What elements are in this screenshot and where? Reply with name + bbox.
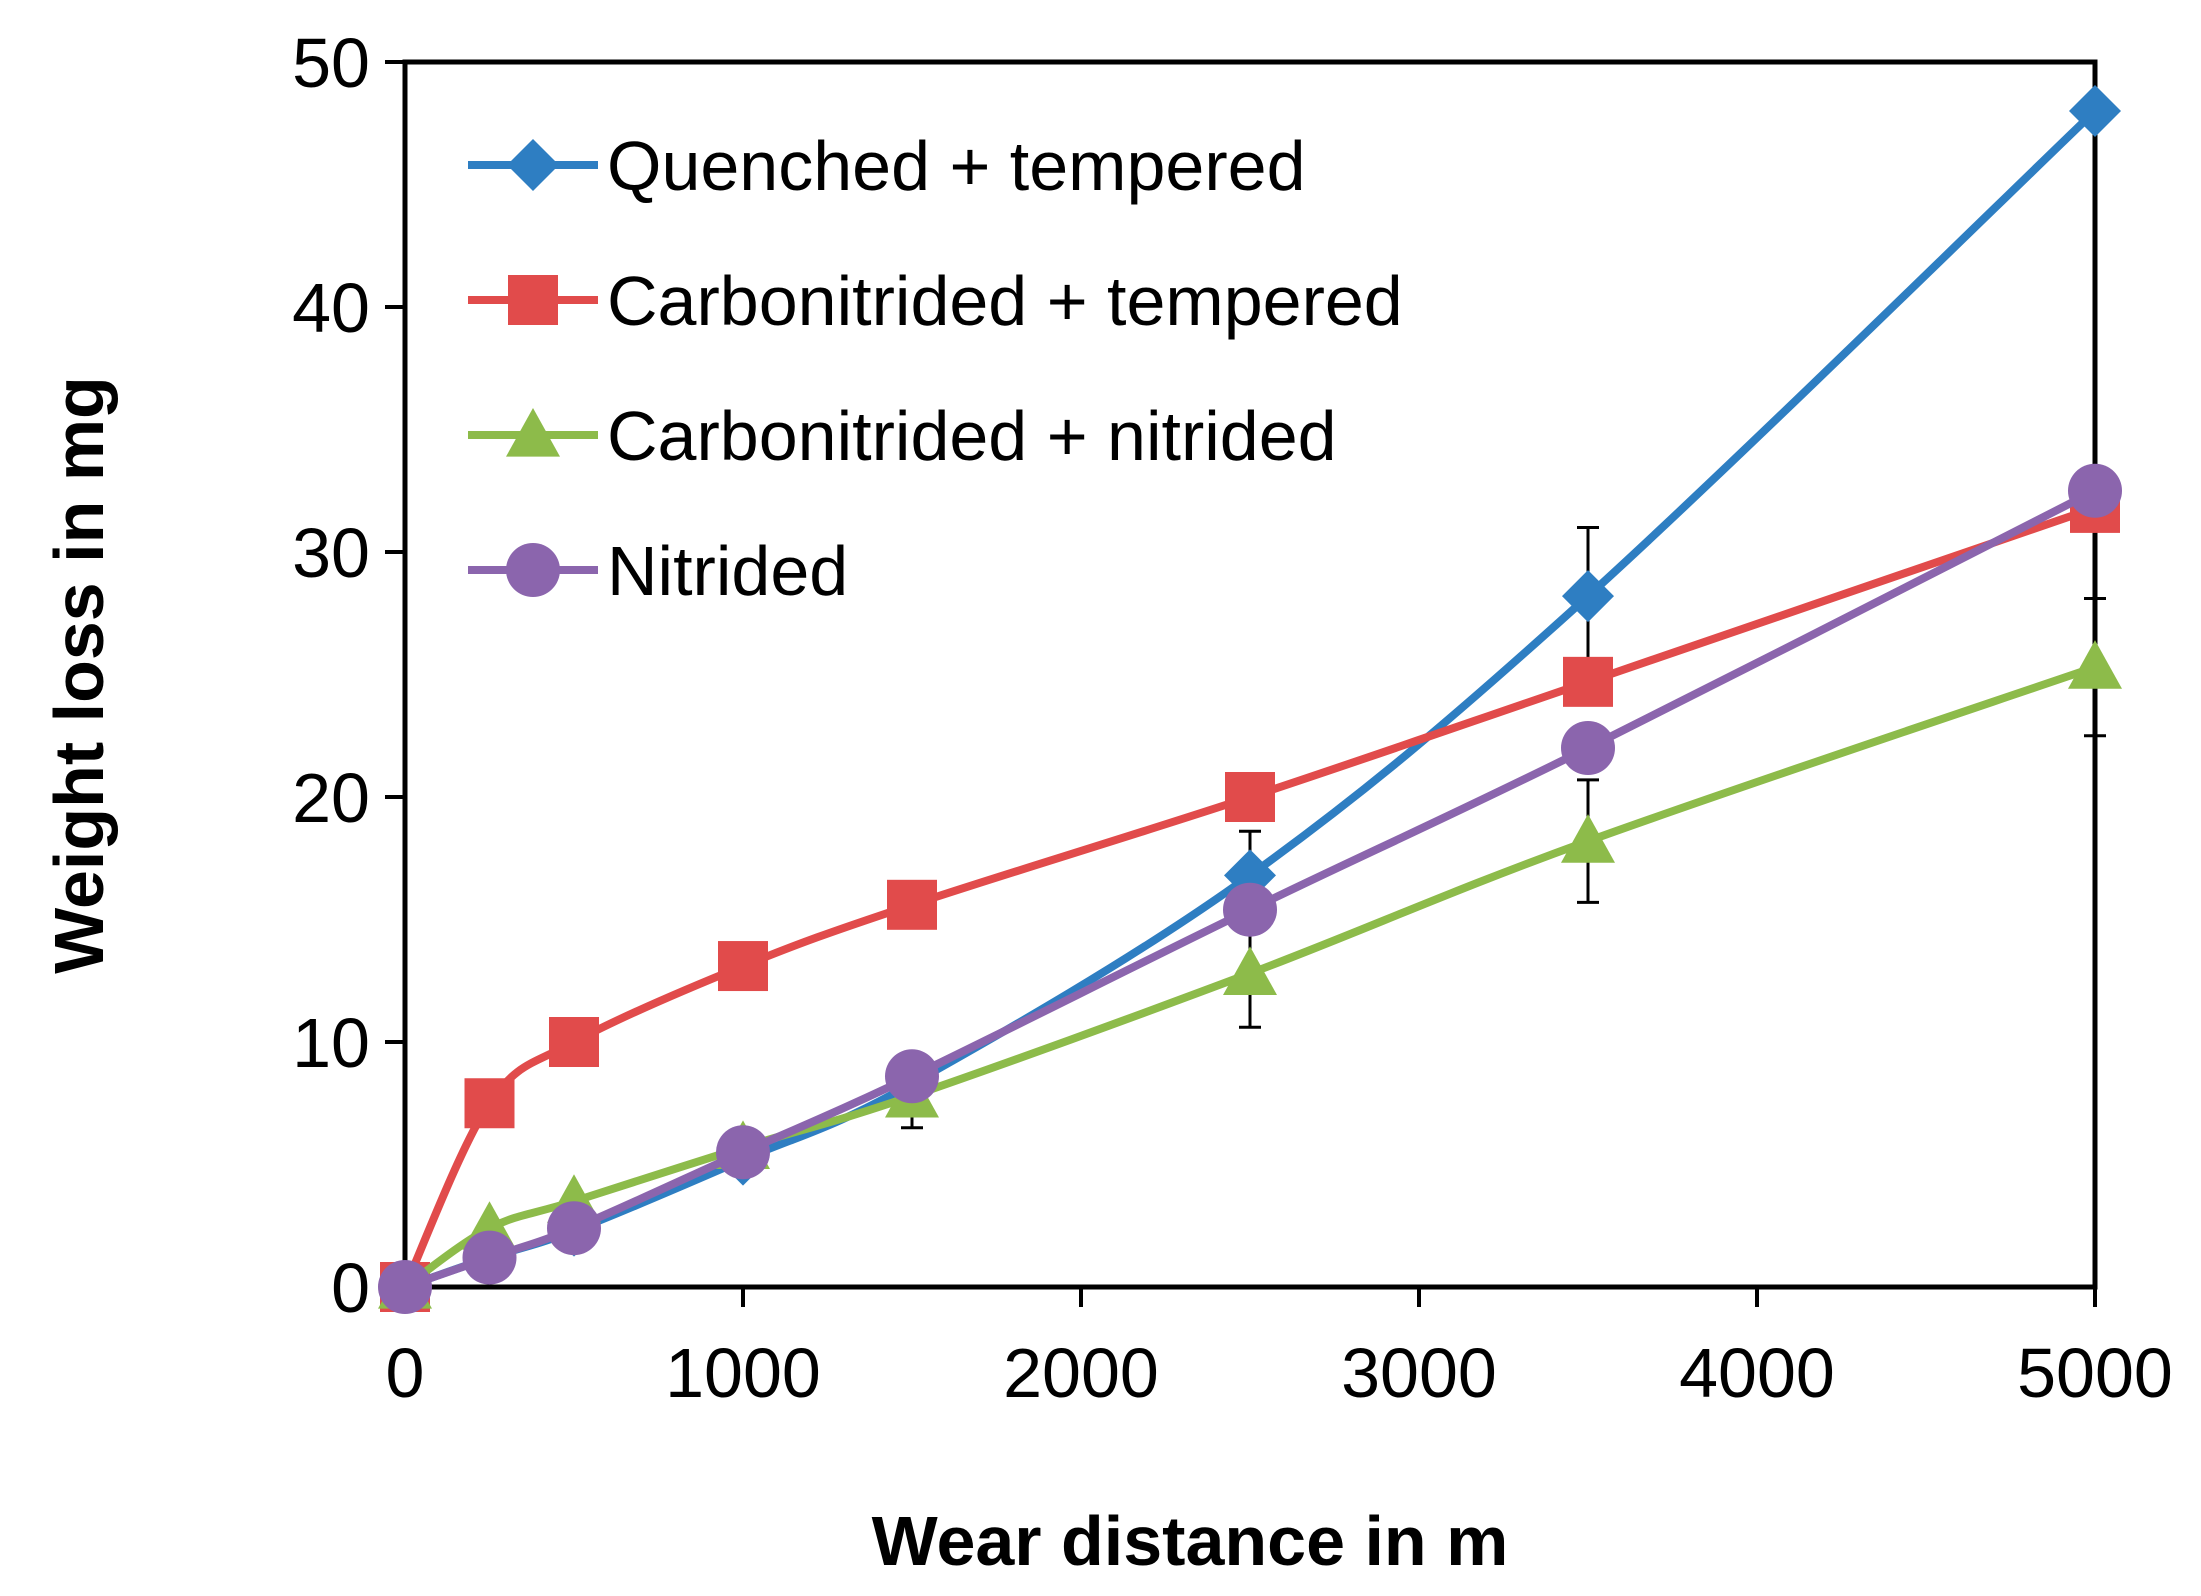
data-point-carbonitrided-nitrided <box>2068 640 2122 689</box>
plot-layer: 0 10 20 30 40 50 0 1000 2000 3000 4000 5000 <box>292 24 2173 1412</box>
legend-label-quenched-tempered: Quenched + tempered <box>607 127 1306 205</box>
legend-marker-quenched-tempered <box>507 139 559 191</box>
data-point-quenched-tempered <box>1562 570 1614 623</box>
legend-label-nitrided: Nitrided <box>607 532 848 610</box>
legend-marker-nitrided <box>506 543 560 597</box>
data-point-carbonitrided-nitrided <box>1223 946 1277 995</box>
data-point-nitrided <box>1223 882 1277 937</box>
x-tick-label: 5000 <box>2017 1334 2173 1412</box>
legend: Quenched + tempered Carbonitrided + tempe… <box>468 127 1403 610</box>
data-point-nitrided <box>378 1260 432 1314</box>
y-tick-label: 0 <box>331 1249 370 1327</box>
data-point-nitrided <box>547 1201 601 1256</box>
x-tick-label: 4000 <box>1679 1334 1835 1412</box>
data-point-carbonitrided-tempered <box>1225 772 1275 822</box>
data-point-carbonitrided-nitrided <box>1561 814 1615 863</box>
y-tick-label: 40 <box>292 269 370 347</box>
data-point-quenched-tempered <box>2069 85 2121 137</box>
y-tick-label: 10 <box>292 1004 370 1082</box>
series-line-carbonitrided-nitrided <box>402 663 2097 1291</box>
y-axis-title: Weight loss in mg <box>40 376 118 974</box>
x-axis-title: Wear distance in m <box>872 1502 1509 1580</box>
data-point-carbonitrided-tempered <box>718 941 768 992</box>
legend-label-carbonitrided-nitrided: Carbonitrided + nitrided <box>607 397 1337 475</box>
data-point-nitrided <box>885 1049 939 1104</box>
legend-marker-carbonitrided-nitrided <box>506 408 560 457</box>
y-tick-label: 30 <box>292 514 370 592</box>
x-tick-label: 3000 <box>1341 1334 1497 1412</box>
data-point-carbonitrided-tempered <box>464 1078 515 1129</box>
data-point-nitrided <box>462 1230 517 1285</box>
y-tick-label: 20 <box>292 759 370 837</box>
x-tick-label: 2000 <box>1003 1334 1159 1412</box>
plot-frame <box>402 59 2098 1290</box>
x-tick-label: 0 <box>386 1334 425 1412</box>
data-point-nitrided <box>2068 463 2122 518</box>
x-tick-label: 1000 <box>665 1334 821 1412</box>
legend-marker-carbonitrided-tempered <box>508 275 558 325</box>
y-tick-label: 50 <box>292 24 370 102</box>
data-point-nitrided <box>1561 721 1615 775</box>
data-point-nitrided <box>716 1125 770 1180</box>
data-point-carbonitrided-tempered <box>549 1017 599 1067</box>
series-line-carbonitrided-tempered <box>401 504 2097 1289</box>
legend-label-carbonitrided-tempered: Carbonitrided + tempered <box>607 262 1403 340</box>
data-point-carbonitrided-tempered <box>1563 656 1613 707</box>
data-point-carbonitrided-tempered <box>887 879 937 930</box>
